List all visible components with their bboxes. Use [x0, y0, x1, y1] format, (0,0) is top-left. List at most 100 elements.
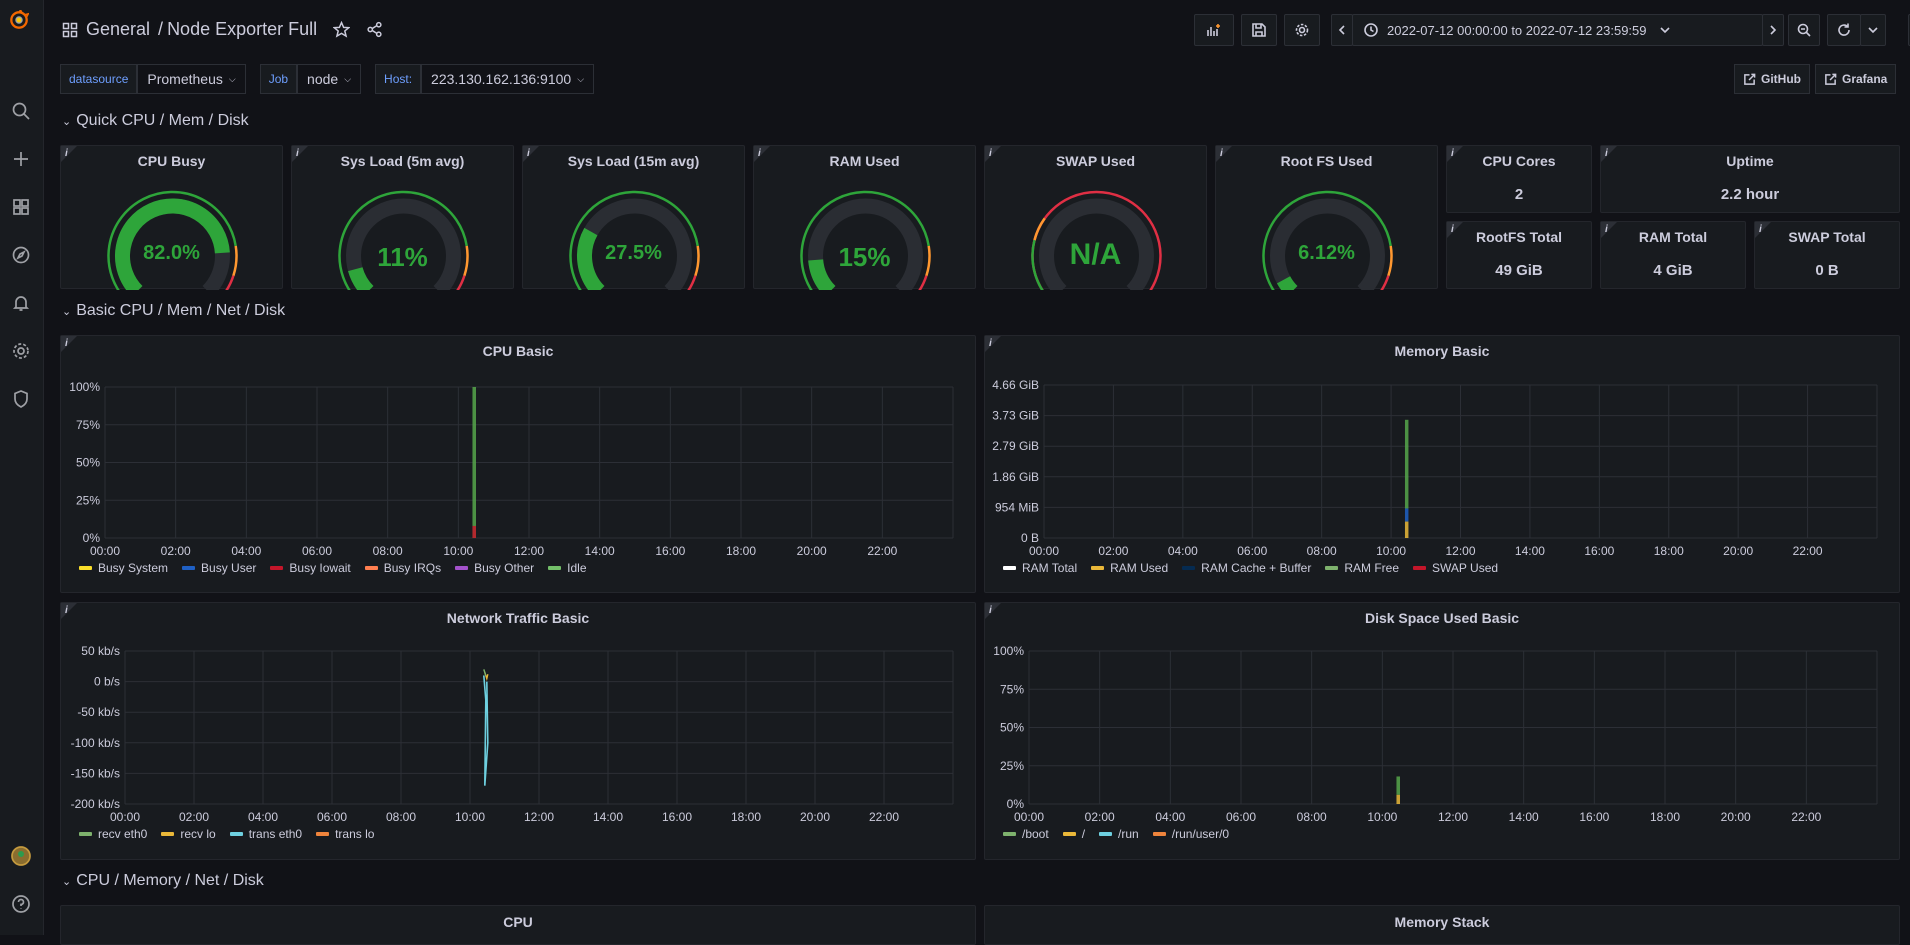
legend-item[interactable]: Busy IRQs	[364, 561, 441, 575]
info-icon[interactable]: i	[758, 148, 761, 159]
gauge-value: 6.12%	[1298, 242, 1355, 264]
variable-select-datasource[interactable]: Prometheus ⌵	[137, 64, 246, 94]
info-icon[interactable]: i	[989, 338, 992, 349]
info-icon[interactable]: i	[1605, 148, 1608, 159]
chart-legend: /boot / /run/run/user/0	[1003, 827, 1229, 841]
info-icon[interactable]: i	[65, 605, 68, 616]
info-icon[interactable]: i	[1759, 224, 1762, 235]
legend-item[interactable]: RAM Free	[1325, 561, 1399, 575]
server-admin-shield-icon[interactable]	[9, 387, 33, 411]
legend-item[interactable]: Busy Iowait	[270, 561, 351, 575]
create-plus-icon[interactable]	[9, 147, 33, 171]
stat-panel-ram-total[interactable]: i RAM Total 4 GiB	[1600, 221, 1746, 289]
legend-item[interactable]: RAM Used	[1091, 561, 1168, 575]
help-icon[interactable]	[9, 892, 33, 916]
refresh-interval-picker[interactable]	[1860, 14, 1886, 46]
gauge-panel[interactable]: i Sys Load (15m avg) 27.5%	[522, 145, 745, 290]
info-icon[interactable]: i	[296, 148, 299, 159]
github-link-button[interactable]: GitHub	[1734, 64, 1810, 94]
info-icon[interactable]: i	[1220, 148, 1223, 159]
legend-label: Busy Other	[474, 561, 535, 575]
panel-memory-stack[interactable]: Memory Stack	[984, 905, 1900, 945]
row-quick[interactable]: ⌄ Quick CPU / Mem / Disk	[62, 112, 249, 130]
timeseries-panel[interactable]: i Disk Space Used Basic 0% 25% 50% 75% 100% 00:…	[984, 602, 1900, 860]
configuration-gear-icon[interactable]	[9, 339, 33, 363]
info-icon[interactable]: i	[1451, 148, 1454, 159]
info-icon[interactable]: i	[527, 148, 530, 159]
x-tick-label: 02:00	[1085, 810, 1115, 824]
legend-item[interactable]: /run	[1099, 827, 1139, 841]
variable-select-job[interactable]: node ⌵	[297, 64, 362, 94]
legend-item[interactable]: /	[1062, 827, 1086, 841]
legend-item[interactable]: Busy User	[182, 561, 256, 575]
legend-item[interactable]: Busy System	[79, 561, 168, 575]
variable-select-host[interactable]: 223.130.162.136:9100 ⌵	[421, 64, 595, 94]
chart-plot[interactable]: 0 B 954 MiB 1.86 GiB 2.79 GiB 3.73 GiB 4.66 G…	[985, 336, 1901, 594]
zoom-out-icon	[1797, 23, 1811, 37]
legend-item[interactable]: SWAP Used	[1413, 561, 1498, 575]
legend-swatch	[1003, 832, 1016, 836]
gauge-panel[interactable]: i SWAP Used N/A	[984, 145, 1207, 290]
chart-plot[interactable]: 0% 25% 50% 75% 100% 00:00 02:00 04:00 06:00 08:00…	[61, 336, 977, 594]
legend-item[interactable]: recv eth0	[79, 827, 147, 841]
legend-label: /	[1081, 827, 1086, 841]
star-icon[interactable]	[333, 21, 351, 38]
share-icon[interactable]	[366, 21, 383, 38]
x-tick-label: 10:00	[443, 544, 473, 558]
info-icon[interactable]: i	[1451, 224, 1454, 235]
add-panel-button[interactable]	[1194, 14, 1234, 46]
gauge-panel[interactable]: i Root FS Used 6.12%	[1215, 145, 1438, 290]
panel-cpu[interactable]: CPU	[60, 905, 976, 945]
search-icon[interactable]	[9, 99, 33, 123]
info-icon[interactable]: i	[1605, 224, 1608, 235]
legend-item[interactable]: trans lo	[316, 827, 374, 841]
timeseries-panel[interactable]: i Network Traffic Basic -200 kb/s -150 kb/s…	[60, 602, 976, 860]
explore-compass-icon[interactable]	[9, 243, 33, 267]
legend-item[interactable]: Busy Other	[455, 561, 534, 575]
info-icon[interactable]: i	[65, 338, 68, 349]
legend-item[interactable]: /run/user/0	[1152, 827, 1229, 841]
row-full[interactable]: ⌄ CPU / Memory / Net / Disk	[62, 872, 264, 890]
dashboard-settings-button[interactable]	[1284, 14, 1320, 46]
info-icon[interactable]: i	[989, 148, 992, 159]
row-basic[interactable]: ⌄ Basic CPU / Mem / Net / Disk	[62, 302, 285, 320]
dashboard-title[interactable]: Node Exporter Full	[167, 19, 318, 39]
y-tick-label: -150 kb/s	[71, 766, 120, 780]
gauge-panel[interactable]: i CPU Busy 82.0%	[60, 145, 283, 290]
alerting-bell-icon[interactable]	[9, 291, 33, 315]
zoom-out-button[interactable]	[1788, 14, 1820, 46]
time-picker-button[interactable]: 2022-07-12 00:00:00 to 2022-07-12 23:59:…	[1352, 14, 1763, 46]
legend-item[interactable]: recv lo	[161, 827, 216, 841]
legend-swatch	[1325, 566, 1339, 570]
info-icon[interactable]: i	[989, 605, 992, 616]
time-shift-forward-button[interactable]	[1762, 14, 1784, 46]
legend-item[interactable]: /boot	[1003, 827, 1049, 841]
legend-item[interactable]: trans eth0	[229, 827, 302, 841]
legend-item[interactable]: RAM Total	[1003, 561, 1077, 575]
refresh-button[interactable]	[1827, 14, 1861, 46]
stat-panel-uptime[interactable]: i Uptime 2.2 hour	[1600, 145, 1900, 213]
time-shift-back-button[interactable]	[1331, 14, 1353, 46]
stat-panel-cpu-cores[interactable]: i CPU Cores 2	[1446, 145, 1592, 213]
dashboards-icon[interactable]	[9, 195, 33, 219]
gauge-panel[interactable]: i RAM Used 15%	[753, 145, 976, 290]
grafana-link-button[interactable]: Grafana	[1815, 64, 1897, 94]
chart-plot[interactable]: -200 kb/s -150 kb/s -100 kb/s -50 kb/s 0 b/s…	[61, 603, 977, 861]
stat-panel-swap-total[interactable]: i SWAP Total 0 B	[1754, 221, 1900, 289]
save-dashboard-button[interactable]	[1241, 14, 1277, 46]
cycle-view-mode-button[interactable]	[1908, 14, 1910, 46]
x-tick-label: 04:00	[231, 544, 261, 558]
x-tick-label: 08:00	[1307, 544, 1337, 558]
gauge-panel[interactable]: i Sys Load (5m avg) 11%	[291, 145, 514, 290]
timeseries-panel[interactable]: i Memory Basic 0 B 954 MiB 1.86 GiB 2.79 GiB 3…	[984, 335, 1900, 593]
user-avatar[interactable]	[9, 844, 33, 868]
legend-item[interactable]: Idle	[548, 561, 587, 575]
grafana-logo-icon[interactable]	[9, 8, 35, 36]
info-icon[interactable]: i	[65, 148, 68, 159]
legend-item[interactable]: RAM Cache + Buffer	[1182, 561, 1311, 575]
stat-panel-rootfs-total[interactable]: i RootFS Total 49 GiB	[1446, 221, 1592, 289]
timeseries-panel[interactable]: i CPU Basic 0% 25% 50% 75% 100% 00:00 02:00 04:00…	[60, 335, 976, 593]
y-tick-label: 25%	[76, 493, 100, 507]
chart-plot[interactable]: 0% 25% 50% 75% 100% 00:00 02:00 04:00 06:00 08:00…	[985, 603, 1901, 861]
breadcrumb-folder[interactable]: General	[86, 19, 151, 39]
